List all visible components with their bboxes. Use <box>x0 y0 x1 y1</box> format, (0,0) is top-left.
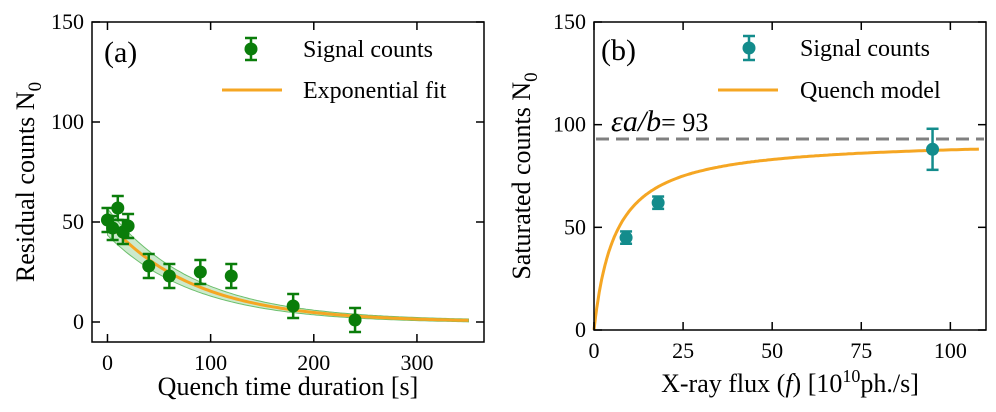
y-tick-label: 50 <box>62 209 84 234</box>
panel-label: (b) <box>601 34 636 67</box>
legend-marker-signal <box>742 34 756 62</box>
x-tick-label: 0 <box>589 338 600 363</box>
data-point <box>619 231 633 245</box>
x-axis-label: X-ray flux (f) [1010ph./s] <box>661 366 919 398</box>
x-tick-label: 25 <box>672 338 694 363</box>
plot-frame <box>593 21 987 331</box>
y-axis-ticks: 0 50 100 150 <box>51 9 484 334</box>
panel-b: 0 25 50 75 100 0 50 100 150 (b) εa/b= 93 Signal… <box>507 9 987 398</box>
x-axis-label: Quench time duration [s] <box>158 372 419 401</box>
x-tick-label: 300 <box>400 350 433 375</box>
panel-a: 0 100 200 300 0 50 100 150 (a) Signal counts E… <box>11 9 485 401</box>
data-point <box>111 201 125 215</box>
legend-label-signal: Signal counts <box>800 36 930 62</box>
data-point <box>286 299 300 313</box>
panel-label: (a) <box>104 36 137 69</box>
data-point <box>193 265 207 279</box>
x-axis-ticks: 0 100 200 300 <box>102 22 433 375</box>
y-axis-label: Residual counts N0 <box>11 82 46 282</box>
y-tick-label: 100 <box>553 112 586 137</box>
data-point <box>142 259 156 273</box>
data-point <box>926 142 940 156</box>
data-point <box>348 313 362 327</box>
legend: Signal counts Quench model <box>718 34 941 104</box>
fit-uncertainty-band <box>107 207 469 323</box>
y-axis-ticks: 0 50 100 150 <box>553 9 986 342</box>
y-axis-label: Saturated counts N0 <box>507 72 542 279</box>
x-tick-label: 50 <box>761 338 783 363</box>
legend-marker-signal <box>244 36 258 62</box>
x-tick-label: 100 <box>194 350 227 375</box>
y-tick-label: 50 <box>564 214 586 239</box>
legend: Signal counts Exponential fit <box>222 36 447 104</box>
x-tick-label: 200 <box>297 350 330 375</box>
saturation-annotation: εa/b= 93 <box>611 105 708 138</box>
y-tick-label: 0 <box>73 309 84 334</box>
legend-label-signal: Signal counts <box>303 37 433 63</box>
plot-frame <box>91 21 485 343</box>
data-point <box>224 269 238 283</box>
x-tick-label: 75 <box>850 338 872 363</box>
y-tick-label: 100 <box>51 109 84 134</box>
x-axis-ticks: 0 25 50 75 100 <box>589 22 967 363</box>
y-tick-label: 0 <box>575 317 586 342</box>
legend-label-fit: Exponential fit <box>303 78 447 104</box>
data-point <box>651 196 665 210</box>
x-tick-label: 100 <box>934 338 967 363</box>
legend-label-model: Quench model <box>800 78 941 104</box>
data-point <box>121 219 135 233</box>
y-tick-label: 150 <box>51 9 84 34</box>
data-point <box>106 221 120 235</box>
quench-model-line <box>592 147 979 331</box>
signal-points <box>619 127 940 246</box>
x-tick-label: 0 <box>102 350 113 375</box>
signal-points <box>100 194 362 334</box>
data-point <box>162 269 176 283</box>
y-tick-label: 150 <box>553 9 586 34</box>
